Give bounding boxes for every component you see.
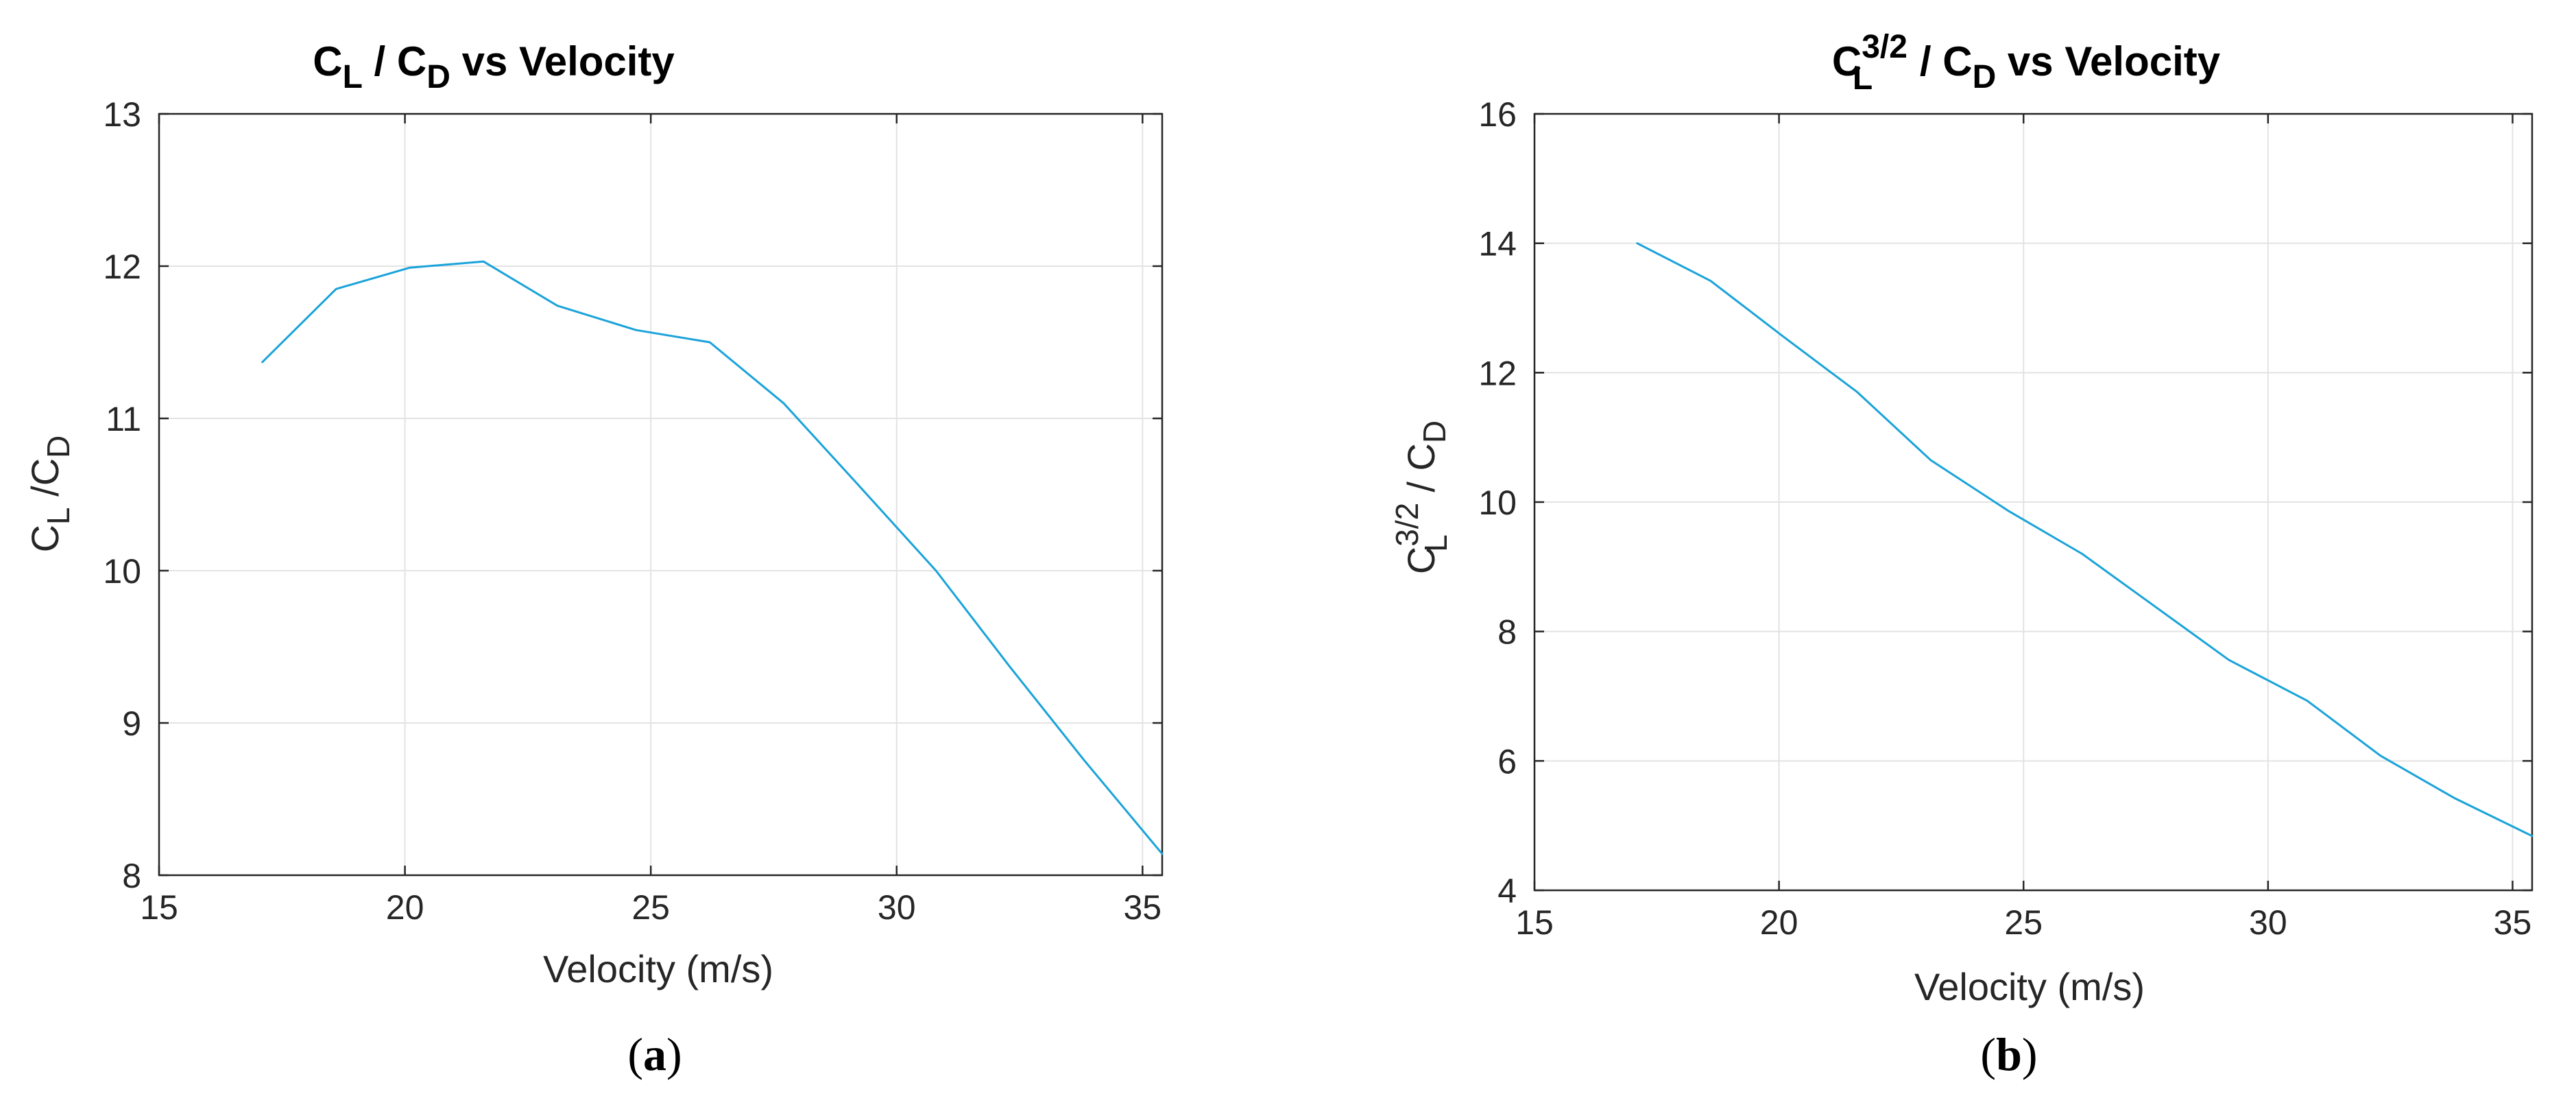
y-tick-label: 12 xyxy=(103,248,141,286)
tick-labels-b: 15 20 25 30 35 4 6 8 10 12 14 16 xyxy=(1478,95,2531,942)
panel-label-a: (a) xyxy=(627,1028,682,1080)
y-tick-label: 13 xyxy=(103,95,141,134)
y-tick-label: 12 xyxy=(1478,354,1517,392)
x-tick-label: 25 xyxy=(2004,903,2043,942)
y-tick-label: 6 xyxy=(1497,742,1517,781)
chart-title-a: CL / CD vs Velocity xyxy=(313,38,675,95)
series-a xyxy=(261,260,1164,855)
x-tick-label: 20 xyxy=(1760,903,1798,942)
y-axis-label-b: C3/2L / CD xyxy=(1389,420,1454,574)
y-tick-label: 14 xyxy=(1478,225,1517,263)
x-tick-label: 30 xyxy=(878,888,916,927)
x-axis-label-a: Velocity (m/s) xyxy=(543,947,773,990)
x-tick-label: 15 xyxy=(1515,903,1554,942)
plot-area-a xyxy=(158,112,1164,877)
ticks-a xyxy=(158,112,1162,877)
grid-b xyxy=(1534,113,2532,891)
y-tick-label: 10 xyxy=(103,552,141,591)
x-tick-label: 25 xyxy=(631,888,670,927)
y-tick-label: 9 xyxy=(122,704,141,743)
x-tick-label: 30 xyxy=(2249,903,2287,942)
y-tick-label: 16 xyxy=(1478,95,1517,134)
x-axis-label-b: Velocity (m/s) xyxy=(1914,965,2145,1008)
x-tick-label: 15 xyxy=(140,888,178,927)
ticks-b xyxy=(1533,112,2532,892)
y-tick-label: 8 xyxy=(122,857,141,895)
chart-title-b: C3/2 L / CD vs Velocity xyxy=(1832,29,2221,97)
y-tick-label: 10 xyxy=(1478,484,1517,522)
grid-a xyxy=(158,113,1162,876)
chart-panel-b: 15 20 25 30 35 4 6 8 10 12 14 16 C3/2 L / CD vs Velo… xyxy=(1389,29,2533,1080)
tick-labels-a: 15 20 25 30 35 8 9 10 11 12 13 xyxy=(103,95,1161,927)
y-tick-label: 11 xyxy=(106,400,141,438)
series-line xyxy=(1636,242,2533,837)
panel-label-b: (b) xyxy=(1980,1028,2037,1080)
y-axis-label-a: CL /CD xyxy=(23,436,76,553)
x-tick-label: 20 xyxy=(386,888,424,927)
series-b xyxy=(1636,242,2533,837)
series-line xyxy=(261,260,1164,855)
x-tick-label: 35 xyxy=(1124,888,1162,927)
y-tick-label: 4 xyxy=(1497,872,1517,910)
chart-panel-a: 15 20 25 30 35 8 9 10 11 12 13 CL / CD vs Velocity… xyxy=(23,38,1164,1080)
y-tick-label: 8 xyxy=(1497,613,1517,652)
x-tick-label: 35 xyxy=(2494,903,2532,942)
